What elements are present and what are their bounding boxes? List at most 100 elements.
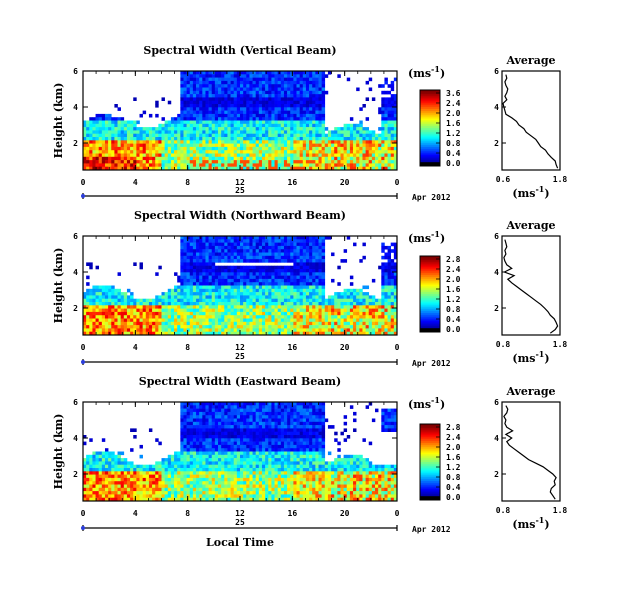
heatmap-cell — [243, 315, 247, 319]
heatmap-cell — [117, 451, 121, 456]
heatmap-cell — [120, 117, 125, 121]
heatmap-cell — [356, 305, 360, 309]
heatmap-cell — [290, 130, 294, 134]
heatmap-cell — [299, 90, 304, 95]
heatmap-cell — [108, 497, 112, 502]
heatmap-cell — [299, 120, 304, 125]
heatmap-cell — [167, 156, 172, 161]
heatmap-cell — [315, 123, 319, 128]
heatmap-cell — [268, 117, 272, 121]
heatmap-cell — [145, 325, 150, 329]
heatmap-cell — [233, 292, 238, 296]
heatmap-cell — [299, 97, 304, 101]
heatmap-cell — [89, 302, 93, 306]
heatmap-cell — [393, 153, 398, 158]
heatmap-cell — [145, 160, 150, 164]
heatmap-cell — [221, 84, 225, 88]
heatmap-cell — [312, 265, 316, 270]
heatmap-cell — [327, 236, 332, 240]
heatmap-cell — [268, 146, 272, 151]
heatmap-cell — [315, 325, 319, 329]
heatmap-cell — [130, 318, 134, 323]
heatmap-cell — [375, 166, 379, 171]
heatmap-cell — [224, 288, 228, 293]
heatmap-cell — [133, 481, 137, 485]
heatmap-cell — [227, 90, 231, 95]
heatmap-cell — [302, 315, 307, 319]
heatmap-cell — [230, 100, 235, 105]
heatmap-cell — [230, 328, 235, 332]
heatmap-cell — [243, 150, 247, 154]
heatmap-cell — [211, 262, 216, 266]
heatmap-cell — [192, 140, 197, 144]
heatmap-cell — [202, 302, 206, 306]
heatmap-cell — [249, 97, 253, 101]
heatmap-cell — [346, 305, 351, 309]
heatmap-cell — [236, 275, 241, 280]
heatmap-cell — [236, 84, 241, 88]
heatmap-cell — [145, 150, 150, 154]
heatmap-cell — [368, 77, 373, 82]
heatmap-cell — [208, 245, 213, 250]
heatmap-cell — [321, 245, 326, 250]
heatmap-cell — [120, 160, 125, 164]
heatmap-cell — [158, 298, 162, 303]
heatmap-cell — [387, 160, 392, 164]
heatmap-cell — [290, 245, 294, 250]
heatmap-cell — [343, 163, 348, 167]
heatmap-cell — [315, 100, 319, 105]
heatmap-cell — [240, 143, 244, 148]
heatmap-cell — [189, 245, 194, 250]
heatmap-cell — [101, 156, 106, 161]
heatmap-cell — [98, 497, 103, 502]
heatmap-cell — [218, 269, 222, 273]
heatmap-cell — [315, 269, 319, 273]
heatmap-cell — [309, 97, 313, 101]
heatmap-cell — [218, 107, 222, 111]
heatmap-cell — [95, 133, 99, 138]
heatmap-cell — [123, 123, 128, 128]
heatmap-cell — [265, 308, 269, 313]
heatmap-cell — [387, 282, 392, 286]
heatmap-cell — [177, 275, 181, 280]
heatmap-cell — [89, 133, 93, 138]
heatmap-cell — [371, 298, 376, 303]
heatmap-cell — [359, 140, 363, 144]
heatmap-cell — [258, 325, 263, 329]
heatmap-cell — [183, 292, 187, 296]
heatmap-cell — [268, 166, 272, 171]
heatmap-cell — [337, 160, 341, 164]
heatmap-cell — [334, 311, 338, 316]
heatmap-cell — [387, 292, 392, 296]
heatmap-cell — [136, 137, 140, 141]
colorbar-segment — [420, 109, 440, 112]
heatmap-cell — [218, 90, 222, 95]
heatmap-cell — [189, 269, 194, 273]
heatmap-cell — [108, 130, 112, 134]
heatmap-cell — [205, 311, 209, 316]
heatmap-cell — [315, 302, 319, 306]
heatmap-cell — [359, 133, 363, 138]
heatmap-cell — [290, 120, 294, 125]
heatmap-cell — [218, 321, 222, 326]
heatmap-cell — [280, 150, 285, 154]
heatmap-cell — [130, 315, 134, 319]
heatmap-cell — [280, 242, 285, 247]
heatmap-cell — [133, 315, 137, 319]
heatmap-cell — [252, 311, 256, 316]
heatmap-cell — [233, 80, 238, 85]
heatmap-cell — [283, 127, 288, 131]
heatmap-cell — [104, 123, 109, 128]
heatmap-cell — [280, 104, 285, 108]
heatmap-cell — [318, 163, 322, 167]
heatmap-cell — [349, 143, 354, 148]
heatmap-cell — [277, 90, 282, 95]
heatmap-cell — [196, 318, 200, 323]
heatmap-cell — [230, 107, 235, 111]
heatmap-cell — [92, 146, 96, 151]
heatmap-cell — [180, 166, 184, 171]
heatmap-cell — [101, 146, 106, 151]
heatmap-cell — [133, 153, 137, 158]
heatmap-cell — [224, 239, 228, 243]
heatmap-cell — [349, 288, 354, 293]
